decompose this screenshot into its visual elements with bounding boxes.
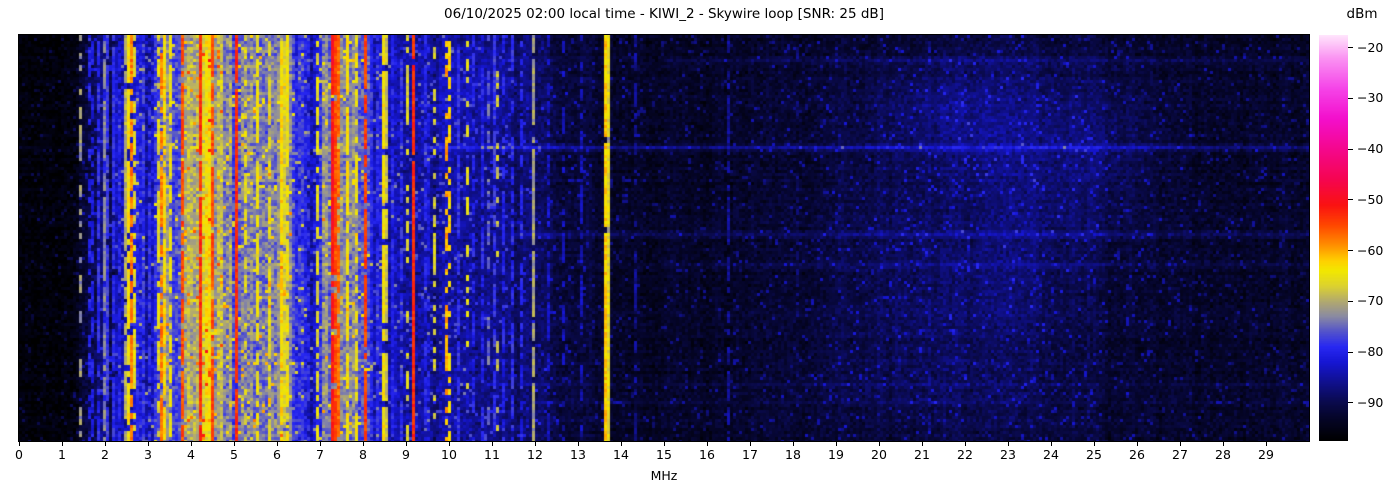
x-tick-mark [749,442,751,446]
spectrogram-heatmap [19,35,1309,441]
plot-area [18,34,1310,442]
colorbar-tick-mark [1348,250,1353,252]
colorbar-tick-label: −40 [1357,141,1384,157]
x-tick-label: 9 [402,447,410,462]
colorbar-tick-label: −60 [1357,242,1384,258]
x-tick-label: 11 [484,447,500,462]
x-tick-label: 6 [273,447,281,462]
x-tick-mark [319,442,321,446]
x-tick-mark [878,442,880,446]
colorbar-tick-label: −90 [1357,394,1384,410]
x-tick-label: 1 [58,447,66,462]
x-tick-mark [921,442,923,446]
x-tick-label: 5 [230,447,238,462]
x-tick-mark [663,442,665,446]
x-tick-mark [1093,442,1095,446]
x-tick-label: 0 [15,447,23,462]
x-tick-label: 22 [957,447,973,462]
x-tick-mark [792,442,794,446]
x-tick-label: 29 [1258,447,1274,462]
x-tick-mark [405,442,407,446]
x-tick-label: 18 [785,447,801,462]
x-tick-mark [147,442,149,446]
colorbar-tick-mark [1348,351,1353,353]
x-tick-mark [1179,442,1181,446]
x-axis-label: MHz [650,468,678,483]
colorbar-tick-mark [1348,199,1353,201]
x-tick-label: 24 [1043,447,1059,462]
x-tick-label: 7 [316,447,324,462]
x-tick-mark [104,442,106,446]
colorbar-unit-label: dBm [1346,6,1378,22]
x-tick-label: 15 [656,447,672,462]
x-tick-label: 10 [441,447,457,462]
colorbar-tick-label: −20 [1357,39,1384,55]
x-tick-mark [1222,442,1224,446]
x-tick-mark [577,442,579,446]
colorbar-gradient [1319,35,1348,441]
colorbar-tick-mark [1348,402,1353,404]
x-tick-label: 21 [914,447,930,462]
x-tick-label: 20 [871,447,887,462]
x-tick-label: 28 [1215,447,1231,462]
x-tick-mark [190,442,192,446]
x-tick-mark [233,442,235,446]
x-tick-label: 25 [1086,447,1102,462]
x-tick-mark [706,442,708,446]
x-tick-label: 17 [742,447,758,462]
colorbar-tick-mark [1348,47,1353,49]
colorbar-tick-label: −70 [1357,293,1384,309]
colorbar-tick-mark [1348,148,1353,150]
x-tick-label: 4 [187,447,195,462]
x-tick-label: 3 [144,447,152,462]
x-tick-label: 16 [699,447,715,462]
x-tick-mark [1007,442,1009,446]
x-tick-mark [276,442,278,446]
x-tick-mark [1136,442,1138,446]
colorbar-tick-label: −30 [1357,90,1384,106]
x-tick-label: 14 [613,447,629,462]
x-tick-mark [448,442,450,446]
x-tick-mark [620,442,622,446]
colorbar-tick-label: −50 [1357,191,1384,207]
x-tick-label: 23 [1000,447,1016,462]
x-tick-label: 13 [570,447,586,462]
x-tick-label: 8 [359,447,367,462]
x-tick-label: 12 [527,447,543,462]
x-tick-mark [362,442,364,446]
x-tick-mark [61,442,63,446]
x-tick-mark [18,442,20,446]
x-tick-mark [1050,442,1052,446]
x-tick-label: 19 [828,447,844,462]
x-tick-mark [491,442,493,446]
x-tick-mark [964,442,966,446]
plot-title: 06/10/2025 02:00 local time - KIWI_2 - S… [444,6,884,22]
colorbar-tick-label: −80 [1357,344,1384,360]
x-tick-label: 26 [1129,447,1145,462]
x-tick-label: 27 [1172,447,1188,462]
colorbar-tick-mark [1348,97,1353,99]
x-tick-mark [534,442,536,446]
x-tick-label: 2 [101,447,109,462]
colorbar-tick-mark [1348,300,1353,302]
x-tick-mark [835,442,837,446]
x-tick-mark [1265,442,1267,446]
